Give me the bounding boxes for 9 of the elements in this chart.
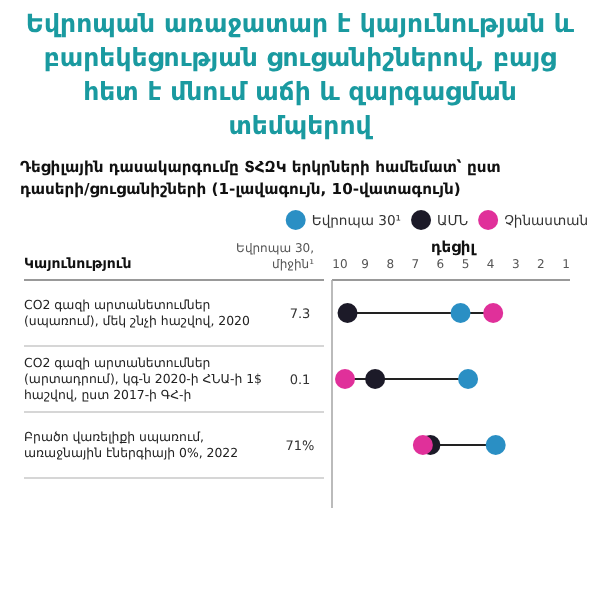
point [485,435,506,455]
point [483,303,504,323]
point [412,435,433,455]
point [458,369,479,389]
chart-title: Եվրոպան առաջատար է կայունության և բարեկեցության ցուցանիշներով, բայց հետ է մնում աճի և զարգացման տեմպերով [25,8,576,140]
point [450,303,471,323]
point [337,303,358,323]
point [365,369,386,389]
point [335,369,356,389]
